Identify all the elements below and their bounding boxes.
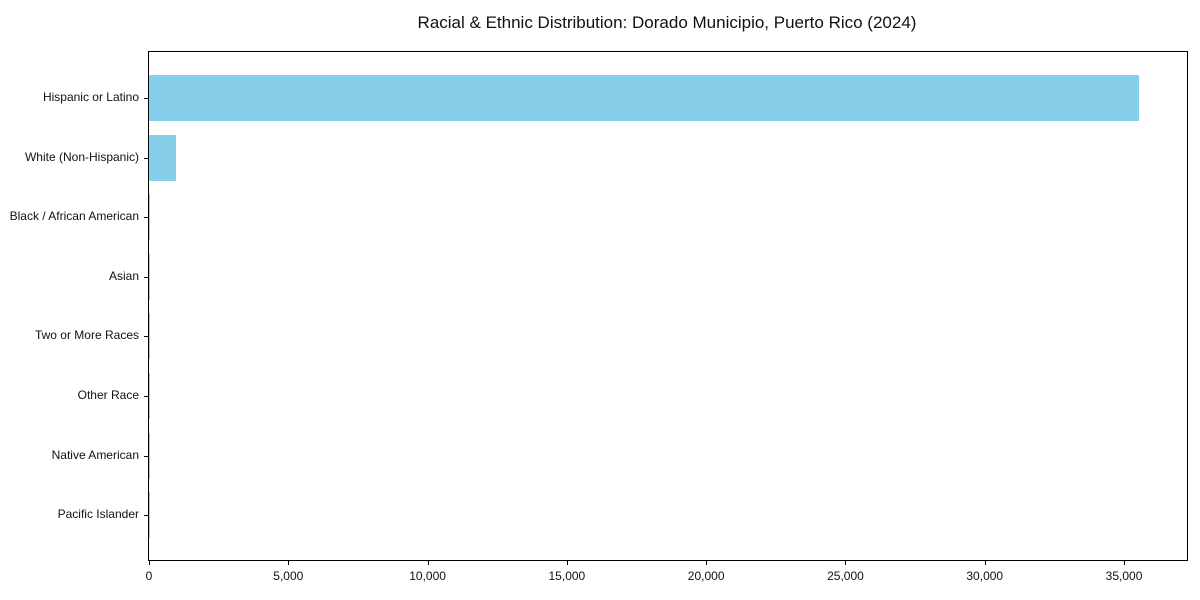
plot-area: Hispanic or Latino White (Non-Hispanic) Bl… — [10, 51, 1188, 583]
y-tick-mark — [144, 276, 148, 278]
x-tick-mark — [984, 561, 986, 565]
chart-title: Racial & Ethnic Distribution: Dorado Mun… — [417, 13, 917, 32]
x-tick-label: 10,000 — [409, 569, 446, 583]
x-tick-mark — [706, 561, 708, 565]
bar-hispanic-or-latino — [149, 75, 1139, 121]
y-tick-mark — [144, 396, 148, 397]
x-tick-label: 0 — [145, 569, 153, 583]
y-tick-label: Pacific Islander — [57, 507, 139, 522]
x-tick-mark — [1124, 561, 1126, 565]
bar-two-or-more-races — [149, 313, 151, 360]
y-tick-label: Two or More Races — [34, 328, 139, 343]
x-tick-mark — [845, 561, 847, 565]
bar-asian — [149, 253, 150, 300]
y-tick-label: Hispanic or Latino — [42, 90, 139, 104]
x-tick-mark — [566, 561, 568, 565]
bar-other-race — [149, 373, 150, 419]
y-tick-label: White (Non-Hispanic) — [24, 149, 139, 164]
y-tick-mark — [144, 217, 148, 219]
x-tick-label: 5,000 — [273, 569, 304, 583]
y-tick-label: Other Race — [77, 388, 139, 402]
x-tick-label: 20,000 — [687, 569, 725, 583]
x-tick-label: 30,000 — [966, 569, 1004, 583]
x-tick-mark — [288, 561, 290, 565]
y-tick-mark — [144, 336, 148, 338]
y-tick-mark — [144, 515, 148, 517]
bar-white-non-hispanic — [149, 134, 177, 181]
x-tick-label: 15,000 — [548, 569, 586, 583]
y-tick-label: Black / African American — [9, 209, 139, 224]
bar-black-african-american — [149, 194, 151, 241]
y-tick-mark — [144, 455, 148, 457]
x-tick-label: 25,000 — [827, 569, 864, 583]
y-tick-mark — [144, 157, 148, 159]
y-tick-label: Asian — [108, 268, 139, 283]
y-tick-label: Native American — [51, 447, 139, 462]
x-tick-label: 35,000 — [1105, 569, 1143, 583]
x-tick-mark — [427, 561, 429, 565]
y-tick-mark — [144, 98, 148, 99]
x-tick-mark — [149, 561, 150, 565]
